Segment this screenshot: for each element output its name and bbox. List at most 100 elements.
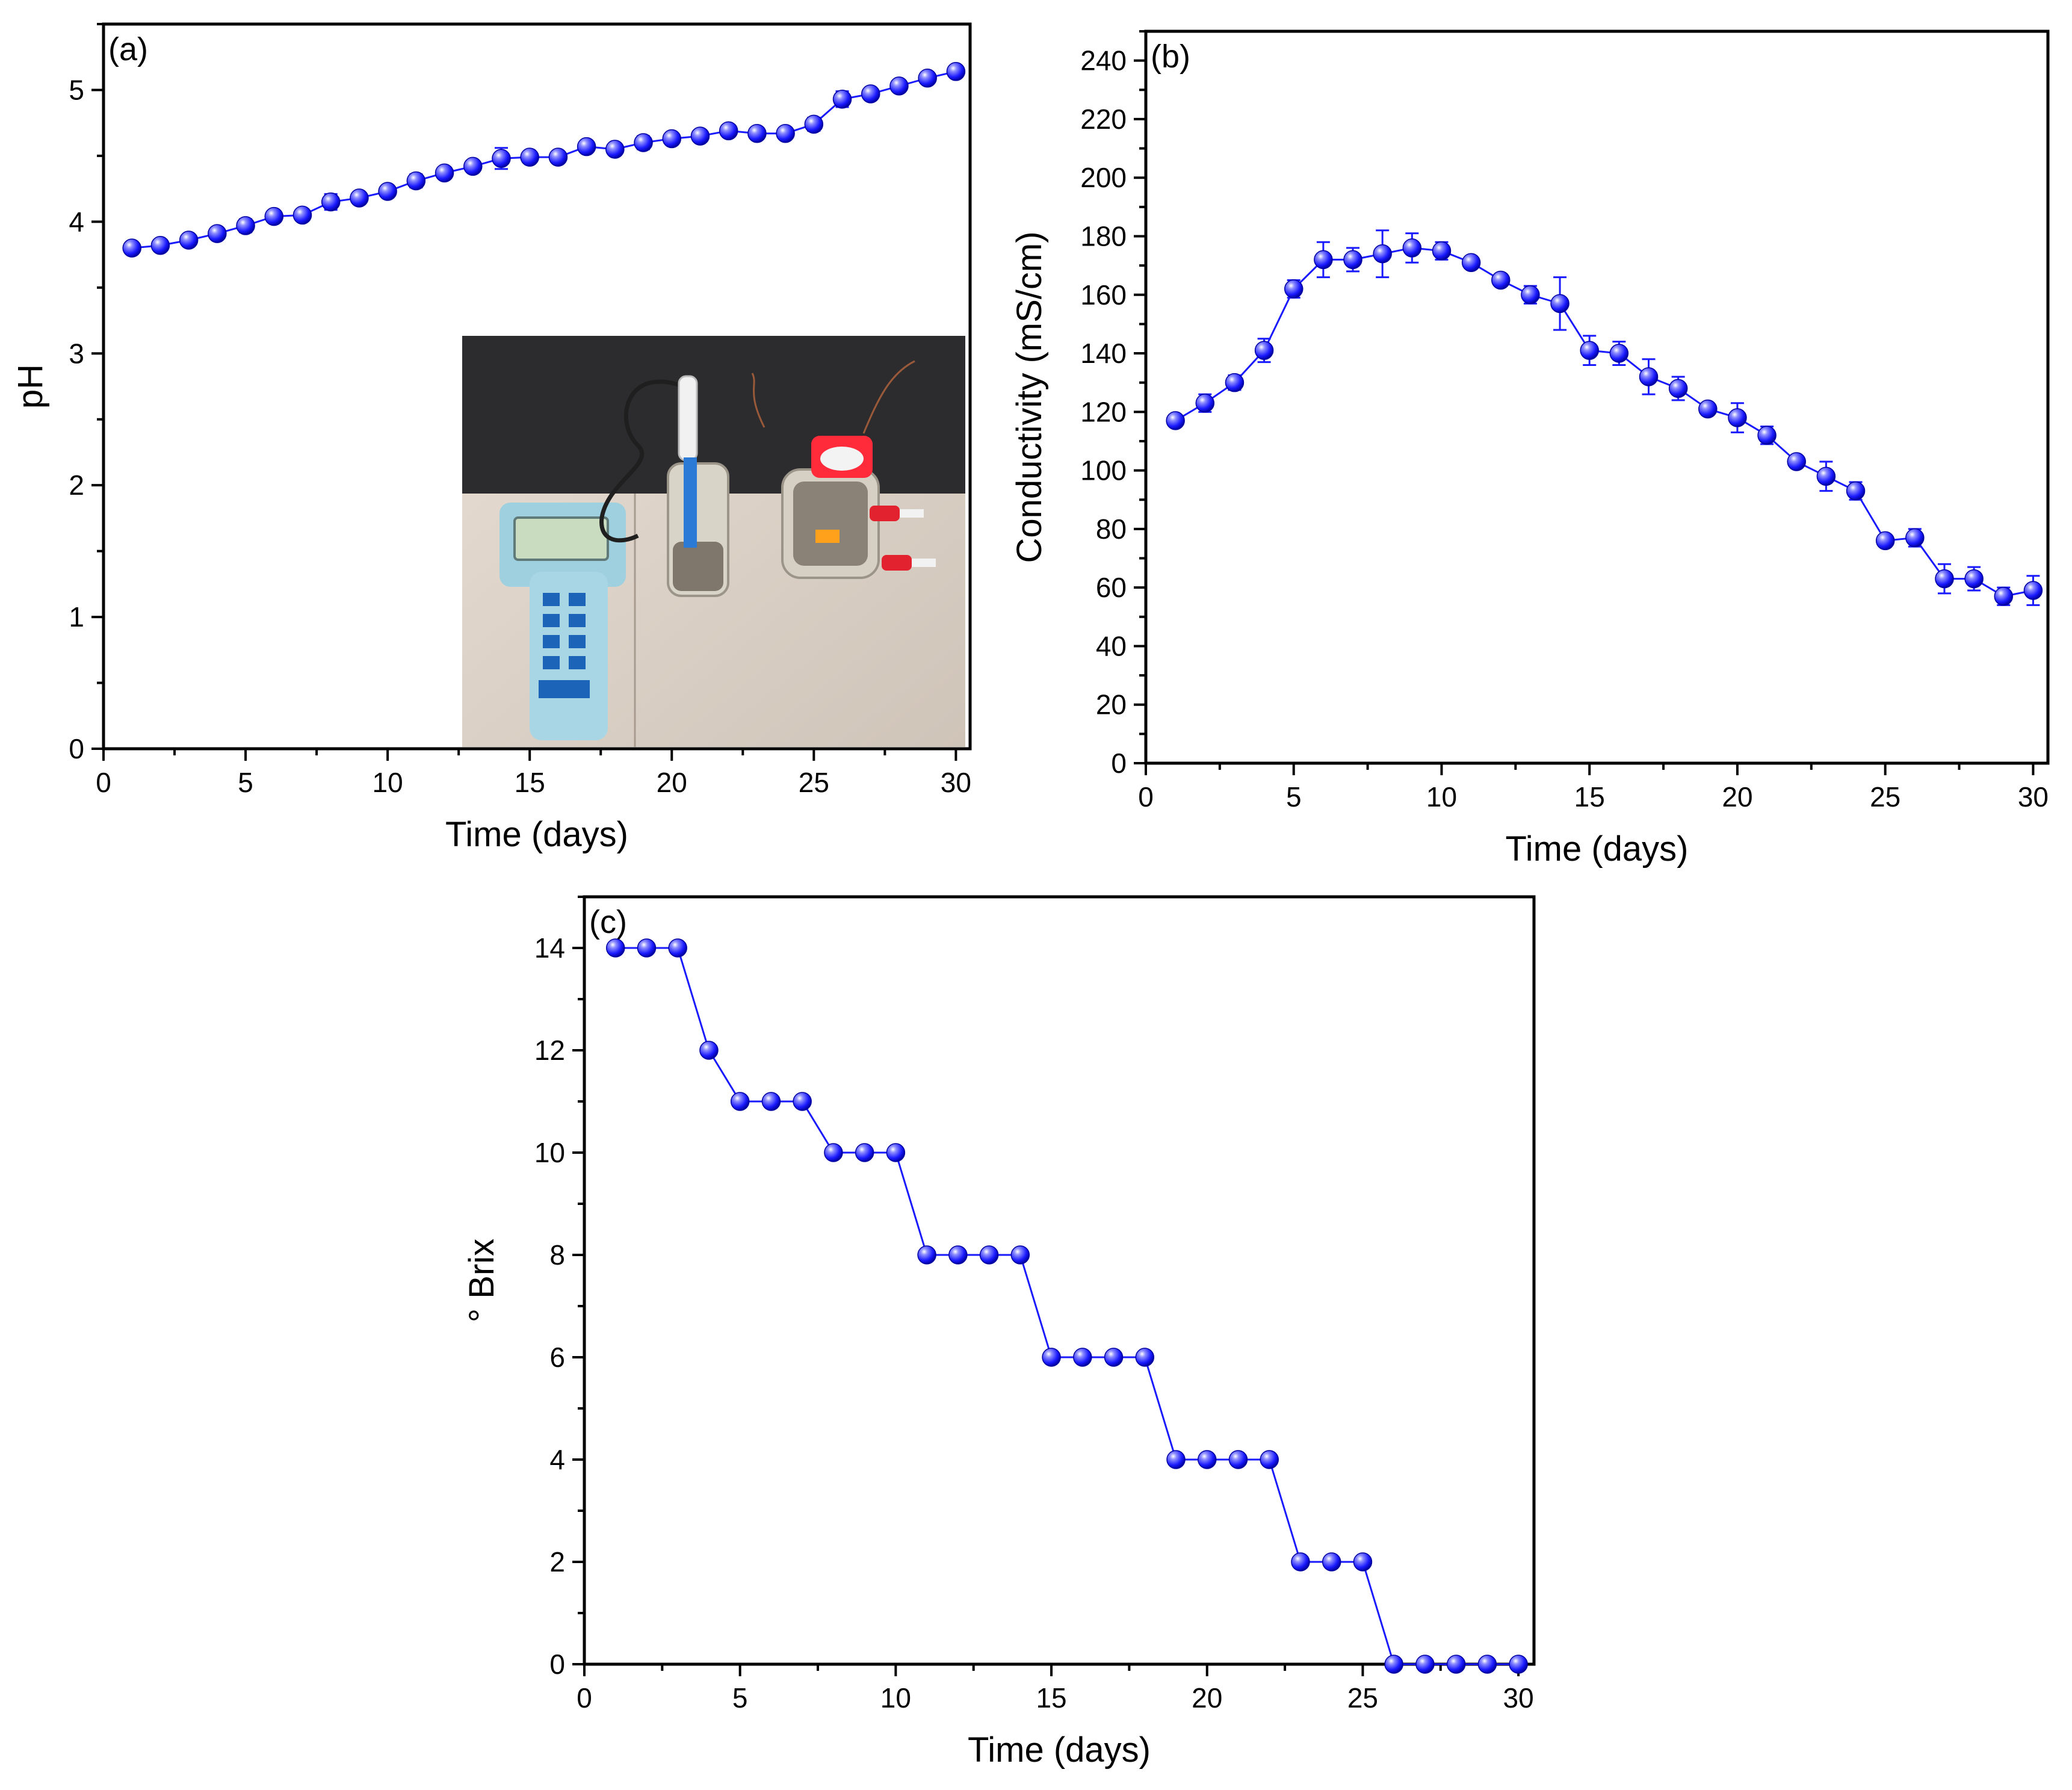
data-point [1322,1552,1341,1572]
data-point [1104,1348,1124,1367]
y-axis-title: pH [11,364,50,409]
data-point [793,1092,812,1111]
data-point [1135,1348,1155,1367]
data-point [889,76,909,96]
data-point [150,236,170,255]
data-point [1195,393,1215,413]
data-point [1668,379,1688,398]
data-point [378,182,397,201]
panel-label: (a) [108,31,148,67]
data-point [832,90,852,109]
data-point [1042,1348,1061,1367]
x-tick-label: 10 [373,767,403,798]
data-point [1994,587,2014,606]
x-tick-label: 20 [657,767,687,798]
data-point [861,84,880,104]
y-tick-label: 100 [1080,455,1127,486]
data-point [1461,253,1481,273]
data-point [1314,250,1333,270]
y-tick-label: 120 [1080,396,1127,427]
y-axis-title: ° Brix [462,1239,501,1322]
data-point [946,62,966,81]
data-point [605,140,625,159]
data-point [1757,426,1777,445]
y-tick-label: 80 [1096,513,1127,545]
data-point [1402,238,1422,258]
data-point [122,238,141,258]
y-tick-label: 220 [1080,104,1127,135]
data-point [1935,569,1954,589]
data-point [776,123,795,143]
x-tick-label: 15 [1036,1682,1066,1714]
data-point [668,938,687,958]
panel-b-conductivity-chart: 0 5 10 15 20 25 30 0 20 40 60 80 100 120 140 160 180 200 2… [1010,29,2050,869]
data-point [1225,373,1245,392]
y-tick-label: 14 [534,932,565,964]
data-point [2023,581,2043,600]
y-tick-label: 5 [69,74,84,105]
y-tick-label: 200 [1080,162,1127,193]
inset-photo [462,336,965,747]
data-point [1609,344,1629,363]
data-point [1550,294,1569,314]
data-point [350,188,369,208]
probe-cable [599,379,681,543]
plot-frame [583,895,1536,1666]
x-axis-title: Time (days) [445,815,628,854]
x-tick-label: 20 [1192,1682,1222,1714]
x-tick-label: 10 [880,1682,911,1714]
y-tick-label: 12 [534,1035,565,1066]
y-tick-label: 60 [1096,572,1127,603]
data-point [699,1041,719,1060]
data-point [1291,1552,1310,1572]
x-tick-label: 0 [577,1682,592,1714]
data-point [662,129,682,149]
data-point [208,224,227,243]
data-point [1580,341,1599,360]
data-point [719,121,738,141]
data-point [1415,1655,1435,1674]
y-tick-label: 0 [549,1649,565,1680]
data-point [605,938,625,958]
x-tick-label: 25 [799,767,829,798]
data-point [577,137,596,156]
data-point [730,1092,750,1111]
x-tick-label: 5 [732,1682,748,1714]
data-point [1446,1655,1466,1674]
data-point [637,938,657,958]
data-point [1905,528,1925,548]
data-point [634,133,653,152]
y-axis-title: Conductivity (mS/cm) [1010,231,1049,563]
data-point [1728,408,1747,427]
x-tick-label: 30 [2018,781,2049,813]
y-tick-label: 40 [1096,630,1127,661]
series-line [1175,247,2033,598]
data-point [948,1245,968,1265]
y-tick-label: 4 [549,1444,565,1475]
y-tick-label: 240 [1080,45,1127,76]
x-tick-label: 15 [515,767,545,798]
data-point [886,1143,906,1162]
data-point [264,206,284,226]
x-tick-label: 20 [1722,781,1752,813]
data-point [1509,1655,1528,1674]
y-tick-label: 0 [1111,748,1127,779]
data-point [761,1092,781,1111]
y-tick-label: 180 [1080,220,1127,252]
y-tick-label: 2 [549,1546,565,1578]
y-tick-label: 1 [69,601,84,633]
data-point [406,171,426,191]
data-point [979,1245,999,1265]
data-point [179,231,199,250]
data-point [747,123,767,143]
data-point [1521,285,1540,305]
x-axis-title: Time (days) [1506,829,1689,869]
data-point [1254,341,1274,360]
x-tick-label: 0 [1138,781,1154,813]
data-point [1073,1348,1092,1367]
data-point [1816,466,1836,486]
data-point [1964,569,1984,589]
data-point [236,216,255,235]
data-point [463,156,483,176]
